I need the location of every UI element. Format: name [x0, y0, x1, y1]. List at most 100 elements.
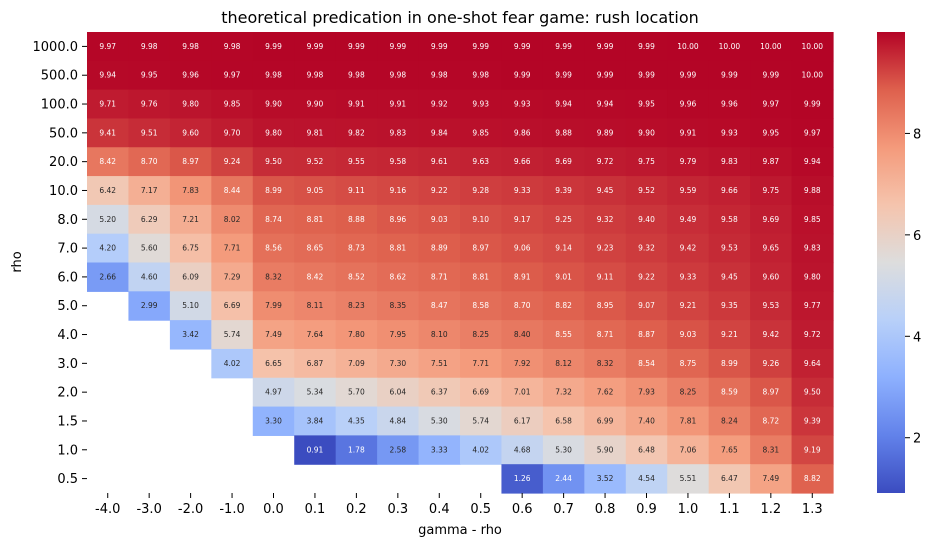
cell-value-label: 9.22 — [638, 272, 655, 281]
y-tick-label: 2.0 — [57, 386, 78, 401]
colorbar-ticks: 2 4 6 8 — [905, 127, 921, 447]
cell-value-label: 9.32 — [597, 215, 614, 224]
heatmap-cell — [211, 348, 254, 379]
cell-value-label: 7.49 — [762, 474, 779, 483]
cell-value-label: 7.99 — [265, 301, 282, 310]
heatmap-cell — [791, 435, 834, 465]
cell-value-label: 9.50 — [804, 388, 821, 397]
y-tick-label: 50.0 — [49, 126, 78, 141]
heatmap-cell — [252, 348, 295, 379]
heatmap-cell — [750, 89, 793, 120]
cell-value-label: 4.35 — [348, 416, 365, 425]
heatmap-cell — [708, 377, 751, 408]
heatmap-cell — [377, 32, 420, 62]
cell-value-label: 8.12 — [555, 359, 572, 368]
cell-value-label: 2.58 — [389, 445, 406, 454]
heatmap-cell — [625, 60, 668, 91]
heatmap-cell — [708, 60, 751, 91]
heatmap-cell — [169, 176, 212, 206]
heatmap-cell — [460, 60, 503, 91]
heatmap-cell — [791, 147, 834, 177]
heatmap-cell — [418, 291, 461, 321]
heatmap-cell — [750, 60, 793, 91]
heatmap-cell — [584, 176, 627, 206]
cell-value-label: 6.65 — [265, 359, 282, 368]
heatmap-cell — [294, 118, 337, 148]
heatmap-cell — [584, 320, 627, 350]
cell-value-label: 6.69 — [472, 388, 489, 397]
heatmap-cell — [294, 89, 337, 120]
cell-value-label: 9.96 — [182, 71, 199, 80]
cell-value-label: 5.30 — [555, 445, 572, 454]
cell-value-label: 9.69 — [555, 157, 572, 166]
cell-value-label: 7.51 — [431, 359, 448, 368]
heatmap-cell — [87, 204, 130, 235]
cell-value-label: 9.99 — [431, 42, 448, 51]
cell-value-label: 6.99 — [597, 416, 614, 425]
cell-value-label: 8.89 — [431, 244, 448, 253]
cell-value-label: 8.42 — [307, 272, 324, 281]
heatmap-cell — [252, 320, 295, 350]
x-tick-label: 0.0 — [263, 502, 284, 517]
heatmap-cell — [377, 377, 420, 408]
heatmap-cell — [584, 147, 627, 177]
heatmap-cell — [667, 118, 710, 148]
y-tick-label: 5.0 — [57, 299, 78, 314]
cell-value-label: 9.53 — [721, 244, 738, 253]
heatmap-cell — [791, 464, 834, 494]
y-tick-label: 6.0 — [57, 270, 78, 285]
cell-value-label: 9.85 — [224, 100, 241, 109]
heatmap-cell — [791, 377, 834, 408]
heatmap-cell — [708, 320, 751, 350]
heatmap-cell — [667, 464, 710, 494]
cell-value-label: 8.47 — [431, 301, 448, 310]
heatmap-cell — [377, 204, 420, 235]
heatmap-cell — [211, 118, 254, 148]
cell-value-label: 8.23 — [348, 301, 365, 310]
heatmap-cell — [625, 147, 668, 177]
heatmap-cell — [708, 176, 751, 206]
heatmap-cell — [418, 377, 461, 408]
cell-value-label: 9.52 — [307, 157, 324, 166]
cell-value-label: 8.72 — [762, 416, 779, 425]
cell-value-label: 9.97 — [99, 42, 116, 51]
heatmap-cell — [87, 262, 130, 292]
cell-value-label: 9.92 — [431, 100, 448, 109]
cell-value-label: 8.31 — [762, 445, 779, 454]
cell-value-label: 9.03 — [431, 215, 448, 224]
heatmap-cell — [708, 406, 751, 436]
cell-value-label: 8.40 — [514, 330, 531, 339]
cell-value-label: 9.90 — [638, 128, 655, 137]
cell-value-label: 8.24 — [721, 416, 738, 425]
cell-value-label: 9.72 — [804, 330, 821, 339]
heatmap-cell — [335, 406, 378, 436]
heatmap-cell — [750, 233, 793, 264]
cell-value-label: 9.95 — [762, 128, 779, 137]
cell-value-label: 7.92 — [514, 359, 531, 368]
heatmap-cell — [667, 89, 710, 120]
heatmap-cell — [750, 320, 793, 350]
heatmap-cell — [335, 377, 378, 408]
cell-value-label: 9.91 — [389, 100, 406, 109]
heatmap-cell — [708, 464, 751, 494]
cell-value-label: 8.10 — [431, 330, 448, 339]
heatmap-cell — [169, 89, 212, 120]
cell-value-label: 7.21 — [182, 215, 199, 224]
cell-value-label: 9.94 — [99, 71, 116, 80]
heatmap-cell — [128, 291, 171, 321]
heatmap-cell — [128, 118, 171, 148]
heatmap-cell — [87, 147, 130, 177]
heatmap-cell — [501, 147, 544, 177]
cell-value-label: 8.99 — [721, 359, 738, 368]
cell-value-label: 8.25 — [472, 330, 489, 339]
cell-value-label: 8.97 — [762, 388, 779, 397]
cell-value-label: 9.99 — [265, 42, 282, 51]
cell-value-label: 9.71 — [99, 100, 116, 109]
cell-value-label: 5.20 — [99, 215, 116, 224]
heatmap-cell — [460, 176, 503, 206]
heatmap-cell — [625, 262, 668, 292]
heatmap-cell — [377, 60, 420, 91]
cell-value-label: 9.11 — [597, 272, 614, 281]
heatmap-cell — [335, 233, 378, 264]
cell-value-label: 6.75 — [182, 244, 199, 253]
